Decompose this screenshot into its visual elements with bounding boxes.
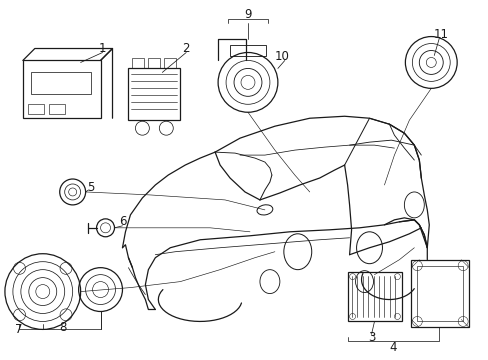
Text: 8: 8 xyxy=(59,321,66,334)
Text: 9: 9 xyxy=(244,8,251,21)
Bar xyxy=(229,45,265,57)
Bar xyxy=(23,60,101,118)
Text: 5: 5 xyxy=(87,181,94,194)
Text: 2: 2 xyxy=(182,42,189,55)
Text: 7: 7 xyxy=(15,323,22,336)
Bar xyxy=(128,68,180,120)
Bar xyxy=(31,72,90,94)
Bar xyxy=(164,58,176,68)
Text: 10: 10 xyxy=(274,50,289,63)
Text: 6: 6 xyxy=(119,215,126,228)
Bar xyxy=(410,260,468,328)
Bar xyxy=(416,266,462,321)
Text: 3: 3 xyxy=(367,331,374,344)
Text: 1: 1 xyxy=(99,42,106,55)
Bar xyxy=(148,58,160,68)
Bar xyxy=(28,104,44,114)
Text: 4: 4 xyxy=(389,341,396,354)
Text: 11: 11 xyxy=(433,28,448,41)
Bar xyxy=(132,58,144,68)
Bar xyxy=(347,272,402,321)
Bar xyxy=(49,104,64,114)
